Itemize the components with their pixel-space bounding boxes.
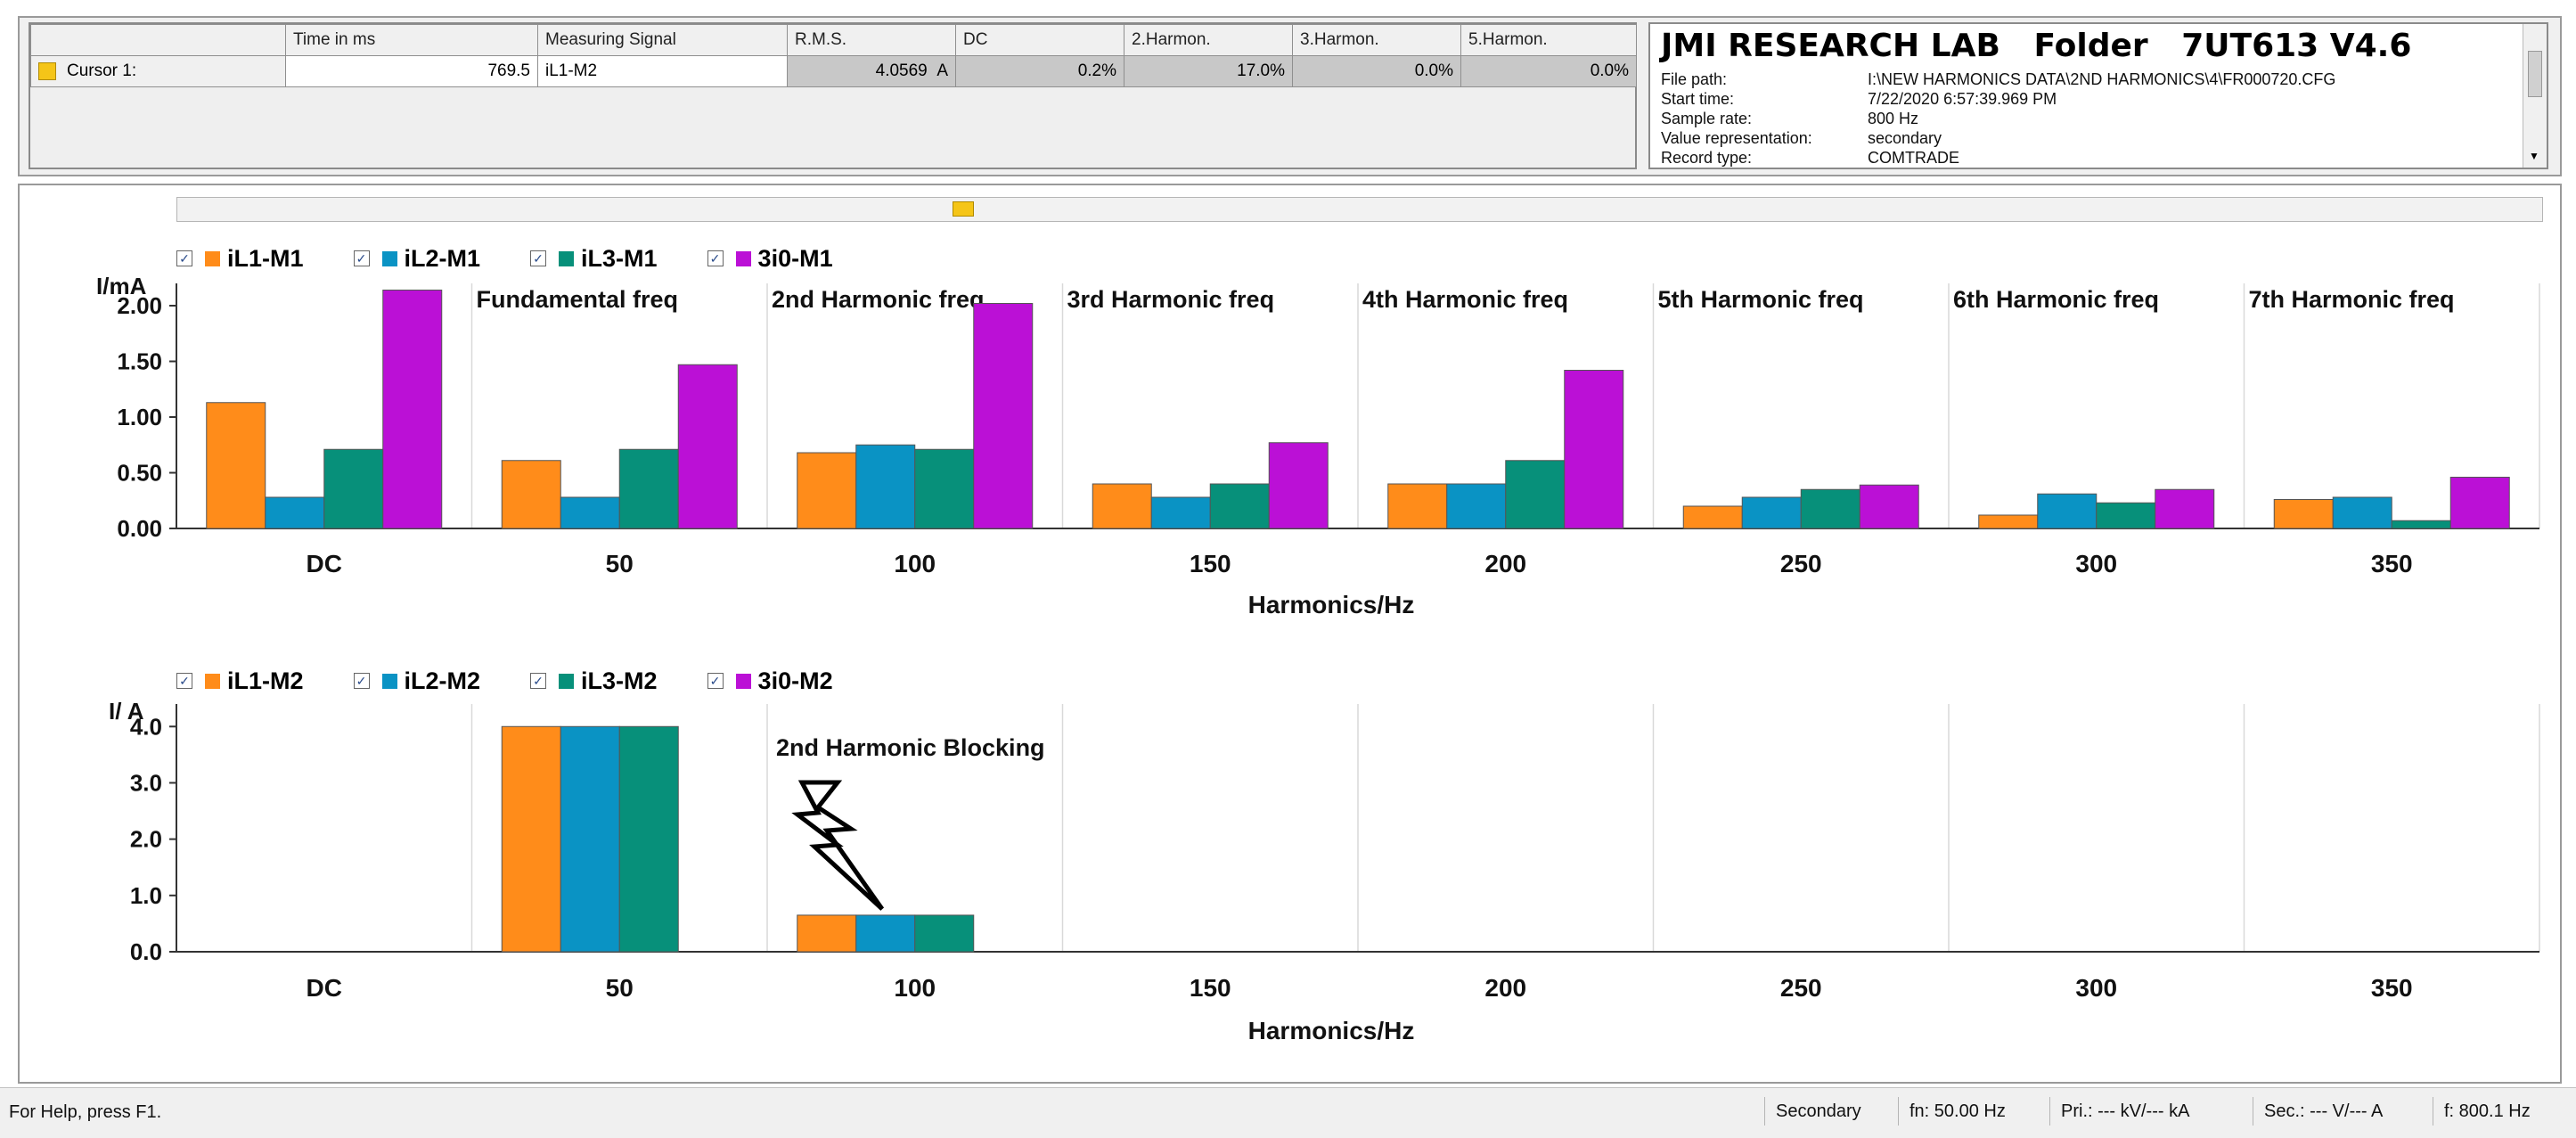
checkbox-checked-icon[interactable]: ✓ [176,673,192,689]
checkbox-checked-icon[interactable]: ✓ [530,673,547,689]
col-header-rms[interactable]: R.M.S. [787,24,956,56]
scroll-down-arrow-icon[interactable]: ▼ [2529,150,2539,162]
cursor-color-icon [38,61,56,80]
harm5-cell: 0.0% [1460,55,1637,87]
signal-cell[interactable]: iL1-M2 [537,55,788,87]
harm2-cell: 17.0% [1124,55,1293,87]
series-swatch [735,250,751,266]
rms-value: 4.0569 [875,61,928,80]
series-swatch [559,673,575,689]
info-value: I:\NEW HARMONICS DATA\2ND HARMONICS\4\FR… [1868,70,2336,88]
legend-item-3i0-m1[interactable]: ✓ 3i0-M1 [707,245,833,273]
cursor-table-header: Time in ms Measuring Signal R.M.S. DC 2.… [30,24,1637,56]
harmonics-chart-panel [18,184,2562,1084]
legend-label: 3i0-M2 [757,667,833,694]
series-swatch [381,250,397,266]
legend-item-il1-m1[interactable]: ✓ iL1-M1 [176,245,304,273]
info-value: COMTRADE [1868,149,1959,167]
col-header-harm5[interactable]: 5.Harmon. [1460,24,1637,56]
legend-item-il1-m2[interactable]: ✓ iL1-M2 [176,667,304,695]
info-key: Value representation: [1661,129,1812,147]
record-info-panel: JMI RESEARCH LAB Folder 7UT613 V4.6 File… [1648,22,2548,169]
col-header-name [30,24,286,56]
status-mode: Secondary [1764,1097,1861,1126]
info-key: File path: [1661,70,1728,88]
legend-label: iL2-M1 [404,244,481,272]
time-scrollbar[interactable] [176,197,2543,222]
legend-item-il3-m1[interactable]: ✓ iL3-M1 [530,245,658,273]
status-help-text: For Help, press F1. [9,1102,162,1122]
status-frequency: f: 800.1 Hz [2433,1097,2531,1126]
checkbox-checked-icon[interactable]: ✓ [707,250,724,266]
info-key: Record type: [1661,149,1753,167]
info-scrollbar[interactable]: ▼ [2523,24,2547,168]
record-title: JMI RESEARCH LAB Folder 7UT613 V4.6 [1661,28,2412,64]
status-secondary: Sec.: --- V/--- A [2253,1097,2383,1126]
legend-m1: ✓ iL1-M1 ✓ iL2-M1 ✓ iL3-M1 ✓ 3i0-M1 [176,242,883,274]
harm3-cell: 0.0% [1292,55,1461,87]
series-swatch [205,250,220,266]
col-header-time[interactable]: Time in ms [285,24,538,56]
dc-cell: 0.2% [955,55,1124,87]
cursor-table: Time in ms Measuring Signal R.M.S. DC 2.… [29,22,1637,169]
checkbox-checked-icon[interactable]: ✓ [530,250,547,266]
checkbox-checked-icon[interactable]: ✓ [707,673,724,689]
top-panel: Time in ms Measuring Signal R.M.S. DC 2.… [18,16,2562,176]
rms-unit: A [936,61,948,80]
legend-label: iL2-M2 [404,667,481,694]
col-header-dc[interactable]: DC [955,24,1124,56]
legend-label: iL1-M2 [227,667,304,694]
checkbox-checked-icon[interactable]: ✓ [353,250,370,266]
legend-item-il2-m2[interactable]: ✓ iL2-M2 [353,667,481,695]
info-value: 800 Hz [1868,110,1919,127]
status-fn: fn: 50.00 Hz [1898,1097,2006,1126]
status-bar: For Help, press F1. Secondary fn: 50.00 … [0,1087,2576,1138]
table-row[interactable]: Cursor 1: 769.5 iL1-M2 4.0569 A 0.2% 17.… [30,55,1637,87]
info-value: secondary [1868,129,1942,147]
scroll-thumb[interactable] [2528,51,2542,97]
rms-cell: 4.0569 A [787,55,956,87]
legend-item-il2-m1[interactable]: ✓ iL2-M1 [353,244,481,273]
col-header-harm2[interactable]: 2.Harmon. [1124,24,1293,56]
legend-label: 3i0-M1 [757,244,833,272]
legend-m2: ✓ iL1-M2 ✓ iL2-M2 ✓ iL3-M2 ✓ 3i0-M2 [176,665,883,697]
col-header-signal[interactable]: Measuring Signal [537,24,788,56]
legend-label: iL3-M2 [581,667,658,694]
legend-label: iL3-M1 [581,244,658,272]
series-swatch [735,673,751,689]
time-cell[interactable]: 769.5 [285,55,538,87]
info-key: Start time: [1661,90,1735,108]
legend-label: iL1-M1 [227,244,304,272]
series-swatch [205,673,220,689]
legend-item-il3-m2[interactable]: ✓ iL3-M2 [530,667,658,695]
checkbox-checked-icon[interactable]: ✓ [176,250,192,266]
legend-item-3i0-m2[interactable]: ✓ 3i0-M2 [707,667,833,695]
cursor-marker-icon[interactable] [953,201,974,217]
series-swatch [559,250,575,266]
series-swatch [381,673,397,689]
cursor-name-cell[interactable]: Cursor 1: [30,55,286,87]
col-header-harm3[interactable]: 3.Harmon. [1292,24,1461,56]
checkbox-checked-icon[interactable]: ✓ [353,673,370,689]
info-value: 7/22/2020 6:57:39.969 PM [1868,90,2057,108]
status-primary: Pri.: --- kV/--- kA [2049,1097,2189,1126]
cursor-name: Cursor 1: [67,61,137,80]
info-key: Sample rate: [1661,110,1753,127]
